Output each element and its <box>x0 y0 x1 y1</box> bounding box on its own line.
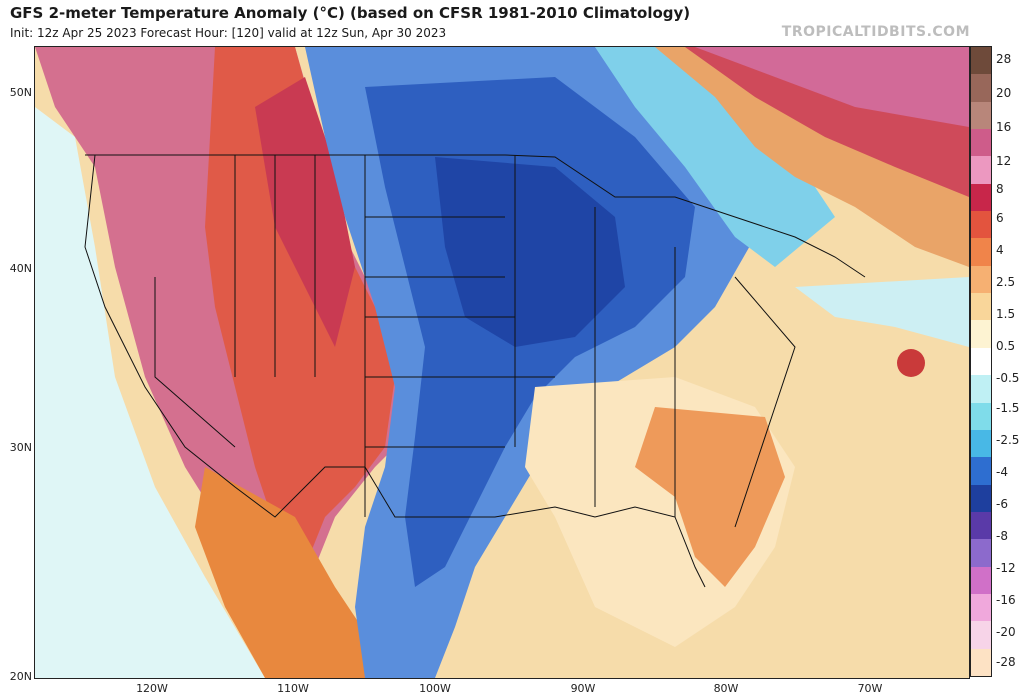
plains-cold-core <box>435 157 625 347</box>
quebec-magenta <box>695 47 969 127</box>
pacific-ocean <box>35 107 265 678</box>
lon-label-120w: 120W <box>136 682 168 695</box>
lon-label-90w: 90W <box>570 682 596 695</box>
lat-label-30n: 30N <box>9 441 32 454</box>
colorbar-label: -1.5 <box>996 401 1020 415</box>
southeast-warm <box>635 407 785 587</box>
atlantic-warm-spot <box>897 349 925 377</box>
colorbar-swatch <box>971 648 991 677</box>
plains-state-lines <box>365 216 555 448</box>
colorbar-label: 8 <box>996 182 1004 196</box>
colorbar-label: 16 <box>996 120 1012 134</box>
colorbar-swatch <box>971 621 991 650</box>
lon-label-110w: 110W <box>277 682 309 695</box>
colorbar <box>970 46 992 677</box>
lat-label-20n: 20N <box>9 670 32 683</box>
colorbar-swatch <box>971 211 991 239</box>
western-state-lines <box>234 155 366 517</box>
colorbar-label: -4 <box>996 465 1008 479</box>
colorbar-swatch <box>971 484 991 513</box>
colorbar-swatch <box>971 74 991 103</box>
colorbar-swatch <box>971 593 991 622</box>
colorbar-label: 4 <box>996 243 1004 257</box>
colorbar-swatch <box>971 101 991 130</box>
colorbar-label: -8 <box>996 529 1008 543</box>
colorbar-swatch <box>971 402 991 431</box>
atlantic-cool-band <box>795 277 969 347</box>
colorbar-swatch <box>971 429 991 458</box>
mexico-warm <box>195 467 435 678</box>
colorbar-swatch <box>971 320 991 349</box>
map-title: GFS 2-meter Temperature Anomaly (°C) (ba… <box>10 4 691 22</box>
colorbar-swatch <box>971 238 991 267</box>
lat-label-50n: 50N <box>9 86 32 99</box>
colorbar-label: -0.5 <box>996 371 1020 385</box>
map-subtitle: Init: 12z Apr 25 2023 Forecast Hour: [12… <box>10 26 447 40</box>
colorbar-label: 2.5 <box>996 275 1016 289</box>
colorbar-swatch <box>971 457 991 486</box>
colorbar-label: 12 <box>996 154 1012 168</box>
colorbar-swatch <box>971 293 991 321</box>
colorbar-label: -2.5 <box>996 433 1020 447</box>
colorbar-swatch <box>971 265 991 294</box>
colorbar-swatch <box>971 566 991 595</box>
colorbar-swatch <box>971 347 991 376</box>
ca-nv-border <box>154 277 236 448</box>
colorbar-swatch <box>971 156 991 185</box>
colorbar-label: -16 <box>996 593 1016 607</box>
colorbar-swatch <box>971 47 991 75</box>
anomaly-map <box>34 46 970 679</box>
colorbar-swatch <box>971 183 991 212</box>
west-warm-red <box>205 47 395 567</box>
us-south-border <box>84 154 706 588</box>
colorbar-label: -20 <box>996 625 1016 639</box>
colorbar-label: -28 <box>996 655 1016 669</box>
colorbar-label: 0.5 <box>996 339 1016 353</box>
colorbar-swatch <box>971 511 991 540</box>
colorbar-label: 6 <box>996 211 1004 225</box>
boundaries <box>84 154 866 588</box>
east-coast <box>734 276 796 528</box>
us-canada-border <box>85 154 866 278</box>
map-canvas <box>35 47 969 678</box>
colorbar-swatch <box>971 539 991 568</box>
lat-label-40n: 40N <box>9 262 32 275</box>
colorbar-swatch <box>971 129 991 157</box>
colorbar-label: -12 <box>996 561 1016 575</box>
rockies-warm <box>255 77 355 347</box>
colorbar-label: -6 <box>996 497 1008 511</box>
brand-watermark: TROPICALTIDBITS.COM <box>781 24 970 40</box>
lon-label-100w: 100W <box>419 682 451 695</box>
colorbar-label: 20 <box>996 86 1012 100</box>
lon-label-70w: 70W <box>857 682 883 695</box>
great-lakes-cyan <box>595 47 835 267</box>
colorbar-label: 28 <box>996 52 1012 66</box>
lon-label-80w: 80W <box>713 682 739 695</box>
central-state-lines <box>514 155 676 517</box>
colorbar-swatch <box>971 375 991 404</box>
colorbar-label: 1.5 <box>996 307 1016 321</box>
